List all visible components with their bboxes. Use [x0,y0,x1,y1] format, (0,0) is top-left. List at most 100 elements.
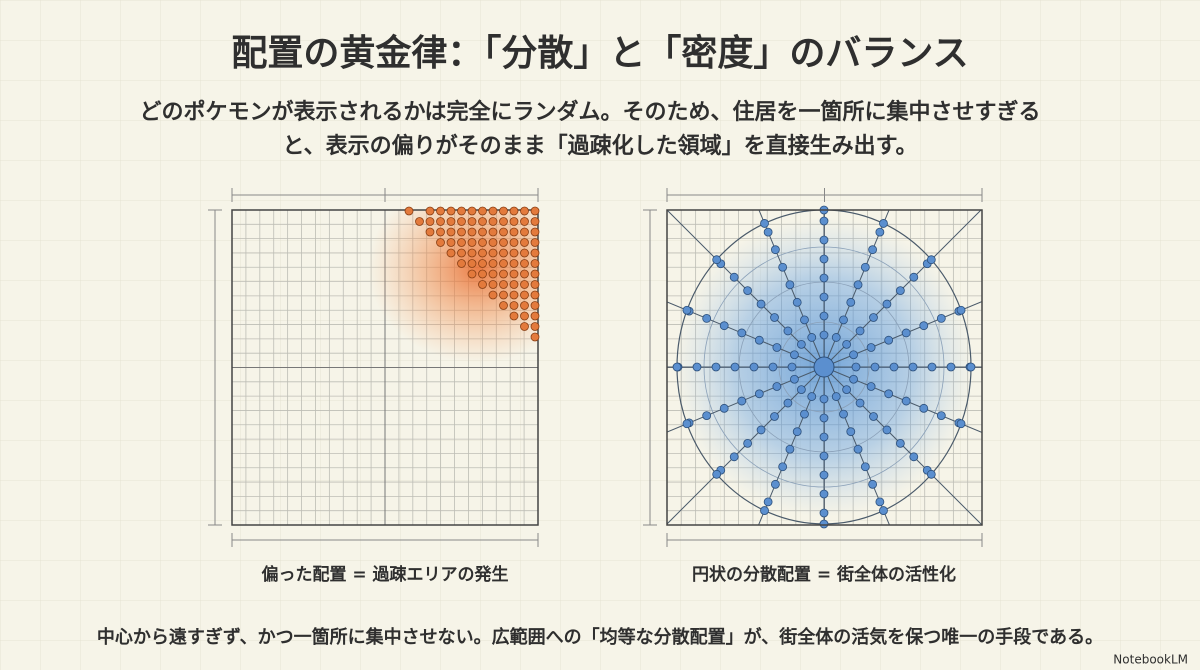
house-dot [860,262,870,272]
house-dot [790,374,799,384]
house-dot [946,362,956,372]
house-dot [869,313,878,322]
spoke [823,366,982,433]
house-dot [763,497,773,507]
house-dot [737,328,747,338]
house-dot [488,269,498,279]
house-dot [478,217,487,226]
house-dot [478,206,487,216]
house-dot [520,301,529,310]
house-dot [772,382,782,391]
house-dot [783,326,793,336]
house-dot [819,432,829,442]
house-dot [875,227,885,237]
house-dot [446,206,456,216]
house-dot [770,313,779,322]
house-dot [926,255,936,265]
house-dot [966,362,976,372]
house-dot [869,412,878,421]
house-dot [895,438,905,448]
frame [231,209,539,526]
house-dot [785,280,795,290]
house-dot [478,227,487,237]
house-dot [853,280,863,290]
house-dot [956,419,966,429]
heat-blob [368,210,538,363]
house-dot [520,217,529,226]
house-dot [530,259,540,268]
house-dot [520,311,529,321]
house-dot [819,508,829,518]
house-dot [846,297,856,307]
house-dot [488,290,498,300]
house-dot [702,313,712,323]
house-dot [842,339,852,349]
house-dot [819,273,829,283]
house-dot [436,227,445,237]
house-dot [787,362,797,372]
brand: NotebookLM [1113,653,1188,667]
house-dot [879,506,888,515]
spoke [758,210,825,368]
house-dot [846,427,856,437]
house-dot [436,206,445,216]
house-dot [879,219,888,228]
house-dot [520,248,529,258]
house-dot [895,286,905,296]
house-dot [499,259,508,268]
house-dot [919,403,929,413]
house-dot [711,362,721,372]
house-dot [467,217,477,226]
house-dot [729,452,739,462]
house-dot [520,280,529,289]
house-dot [499,217,508,226]
house-dot [831,333,841,342]
house-dot [882,299,892,309]
house-dot [754,389,764,399]
house-dot [520,269,529,279]
house-dot [530,238,540,247]
house-dot [800,409,809,419]
house-dot [530,290,540,300]
house-dot [467,248,477,258]
house-dot [819,330,829,340]
house-dot [760,219,769,228]
house-dot [509,290,519,300]
house-dot [404,206,414,216]
house-dot [855,326,865,336]
house-dot [530,227,540,237]
house-dot [770,412,779,421]
house-dot [488,227,498,237]
house-dot [800,315,809,325]
spoke [667,366,825,525]
subtitle: と、表示の偏りがそのまま「過疎化した領域」を直接生み出す。 [283,133,918,159]
house-dot [807,392,817,401]
house-dot [702,411,712,421]
house-dot [457,217,466,226]
house-dot [520,227,529,237]
house-dot [457,227,466,237]
left-diagram [208,188,540,547]
footer-text: 中心から遠すぎず、かつ一箇所に集中させない。広範囲への「均等な分散配置」が、街全… [97,626,1103,648]
spoke [667,210,825,368]
house-dot [509,269,519,279]
house-dot [842,385,852,395]
house-dot [819,254,829,264]
house-dot [819,394,829,404]
house-dot [901,328,911,338]
house-dot [520,322,529,331]
house-dot [882,425,892,435]
house-dot [446,248,456,258]
spoke [823,301,982,368]
spoke [823,210,982,368]
house-dot [884,335,894,345]
spoke [667,366,825,433]
house-dot [719,403,729,413]
house-dot [729,272,739,282]
house-dot [509,248,519,258]
house-dot [792,297,802,307]
house-dot [499,269,508,279]
house-dot [866,382,876,391]
